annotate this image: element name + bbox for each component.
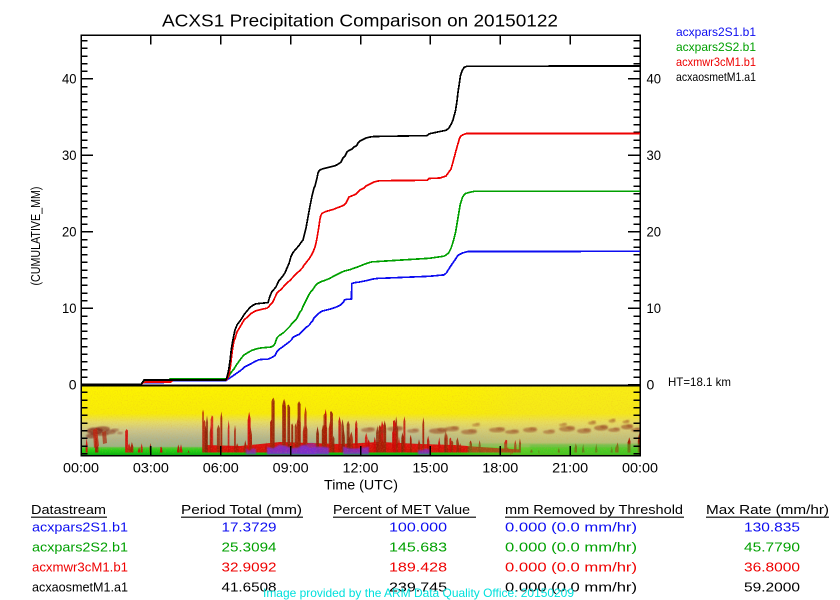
svg-text:145.683: 145.683 [389,540,447,555]
svg-text:HT=18.1 km: HT=18.1 km [668,375,731,389]
svg-text:0.000 (0.0 mm/hr): 0.000 (0.0 mm/hr) [505,520,637,535]
svg-text:acxpars2S2.b1: acxpars2S2.b1 [676,40,756,54]
svg-text:130.835: 130.835 [744,520,800,535]
svg-text:36.8000: 36.8000 [744,560,800,575]
svg-text:189.428: 189.428 [389,560,447,575]
svg-text:10: 10 [62,300,77,316]
svg-text:09:00: 09:00 [273,461,309,476]
svg-text:100.000: 100.000 [389,520,447,535]
svg-text:0.000 (0.0 mm/hr): 0.000 (0.0 mm/hr) [505,560,637,575]
svg-text:40: 40 [62,71,77,87]
svg-text:30: 30 [647,147,662,163]
svg-text:25.3094: 25.3094 [222,540,277,555]
svg-text:acxmwr3cM1.b1: acxmwr3cM1.b1 [32,560,128,575]
svg-text:20: 20 [647,224,662,240]
svg-text:0: 0 [647,377,655,393]
svg-text:30: 30 [62,147,77,163]
svg-text:acxpars2S2.b1: acxpars2S2.b1 [32,540,128,555]
svg-text:ACXS1 Precipitation Comparison: ACXS1 Precipitation Comparison on 201501… [162,11,558,31]
svg-text:Time (UTC): Time (UTC) [324,478,398,493]
svg-text:03:00: 03:00 [133,461,169,476]
svg-text:15:00: 15:00 [412,461,448,476]
svg-text:32.9092: 32.9092 [222,560,277,575]
svg-text:12:00: 12:00 [343,461,379,476]
svg-text:Image provided by the ARM Data: Image provided by the ARM Data Quality O… [263,586,574,600]
svg-text:00:00: 00:00 [63,461,99,476]
svg-text:Percent of MET Value: Percent of MET Value [333,502,470,517]
svg-text:41.6508: 41.6508 [222,580,277,595]
svg-text:0: 0 [69,377,77,393]
svg-text:00:00: 00:00 [622,461,658,476]
svg-text:21:00: 21:00 [552,461,588,476]
svg-text:mm Removed by Threshold: mm Removed by Threshold [505,502,683,517]
svg-text:10: 10 [647,300,662,316]
svg-text:239.745: 239.745 [389,580,447,595]
svg-text:06:00: 06:00 [203,461,239,476]
svg-text:acxpars2S1.b1: acxpars2S1.b1 [32,520,128,535]
svg-text:45.7790: 45.7790 [744,540,800,555]
svg-text:acxaosmetM1.a1: acxaosmetM1.a1 [676,70,756,84]
svg-text:20: 20 [62,224,77,240]
svg-text:0.000 (0.0 mm/hr): 0.000 (0.0 mm/hr) [505,540,637,555]
svg-text:40: 40 [647,71,662,87]
svg-text:acxpars2S1.b1: acxpars2S1.b1 [676,25,756,39]
svg-text:18:00: 18:00 [482,461,518,476]
svg-text:Period Total (mm): Period Total (mm) [181,502,302,517]
svg-text:(CUMULATIVE_MM): (CUMULATIVE_MM) [29,187,43,286]
svg-text:Datastream: Datastream [31,502,106,517]
svg-text:acxmwr3cM1.b1: acxmwr3cM1.b1 [676,55,756,69]
svg-text:17.3729: 17.3729 [222,520,277,535]
svg-text:0.000 (0.0 mm/hr): 0.000 (0.0 mm/hr) [505,580,637,595]
svg-text:59.2000: 59.2000 [744,580,800,595]
svg-text:acxaosmetM1.a1: acxaosmetM1.a1 [32,580,128,595]
svg-text:Max Rate (mm/hr): Max Rate (mm/hr) [706,502,829,517]
